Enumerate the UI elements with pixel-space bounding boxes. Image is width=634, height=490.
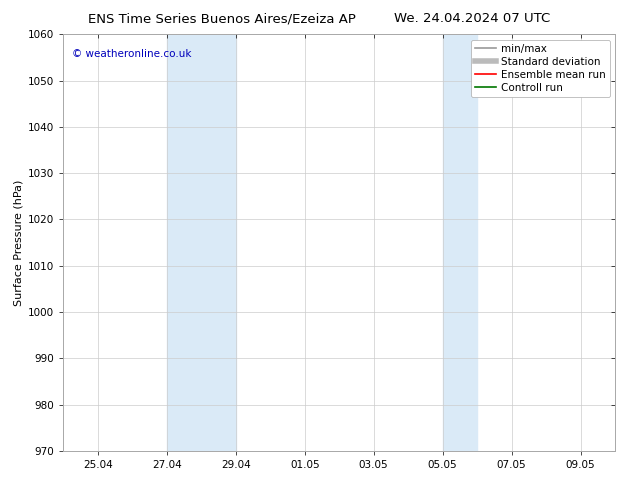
Bar	[443, 34, 477, 451]
Bar	[167, 34, 236, 451]
Text: We. 24.04.2024 07 UTC: We. 24.04.2024 07 UTC	[394, 12, 550, 25]
Legend: min/max, Standard deviation, Ensemble mean run, Controll run: min/max, Standard deviation, Ensemble me…	[470, 40, 610, 97]
Text: ENS Time Series Buenos Aires/Ezeiza AP: ENS Time Series Buenos Aires/Ezeiza AP	[88, 12, 356, 25]
Y-axis label: Surface Pressure (hPa): Surface Pressure (hPa)	[14, 179, 24, 306]
Text: © weatheronline.co.uk: © weatheronline.co.uk	[72, 49, 191, 59]
